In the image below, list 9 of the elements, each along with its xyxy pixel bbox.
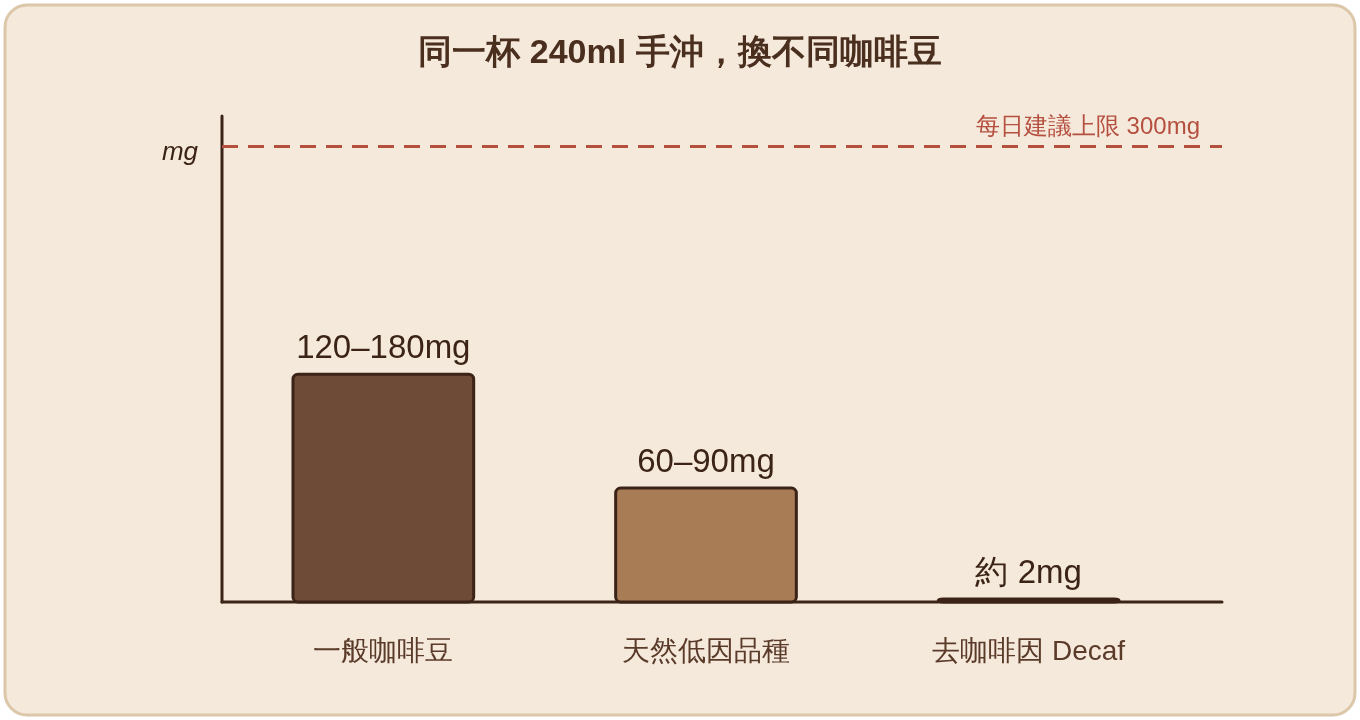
value-label: 60–90mg	[637, 442, 775, 480]
x-tick-label: 天然低因品種	[622, 635, 790, 666]
title: 同一杯 240ml 手沖，換不同咖啡豆	[418, 32, 942, 70]
ref-label: 每日建議上限 300mg	[975, 112, 1200, 140]
ylabel: mg	[161, 136, 198, 166]
value-label: 約 2mg	[975, 552, 1082, 590]
value-label: 120–180mg	[296, 328, 471, 366]
x-tick-label: 一般咖啡豆	[313, 635, 454, 666]
x-tick-label: 去咖啡因 Decaf	[932, 635, 1126, 666]
